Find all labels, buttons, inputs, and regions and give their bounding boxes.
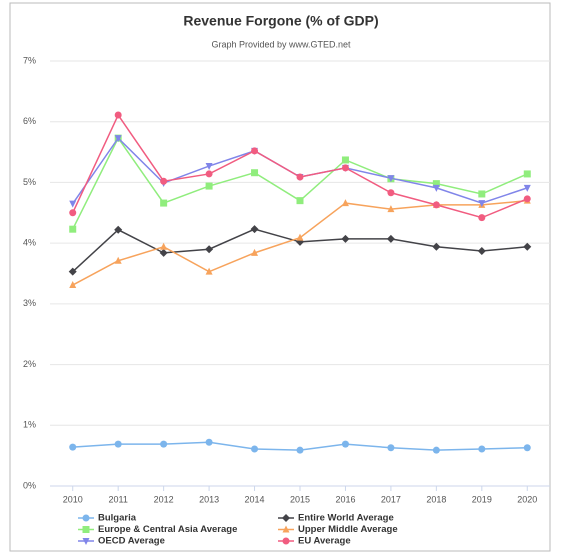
x-tick-label: 2016 <box>335 494 355 504</box>
data-point <box>160 242 168 250</box>
data-point <box>477 247 486 256</box>
data-point <box>69 200 77 208</box>
data-point <box>68 267 77 276</box>
y-tick-label: 1% <box>23 420 36 430</box>
chart-title: Revenue Forgone (% of GDP) <box>183 13 378 29</box>
data-point <box>523 184 531 192</box>
data-point <box>69 281 77 289</box>
legend-label: OECD Average <box>98 536 165 547</box>
data-point <box>341 440 349 448</box>
legend-label: Bulgaria <box>98 513 137 524</box>
data-point <box>387 175 395 183</box>
x-tick-label: 2013 <box>199 494 219 504</box>
data-point <box>478 214 486 222</box>
legend-label: Entire World Average <box>298 513 394 524</box>
legend-marker <box>82 538 90 545</box>
x-tick-label: 2012 <box>154 494 174 504</box>
data-point <box>432 201 440 209</box>
legend-marker <box>282 537 290 545</box>
y-tick-label: 4% <box>23 238 36 248</box>
legend-marker <box>282 514 290 522</box>
x-tick-label: 2017 <box>381 494 401 504</box>
data-point <box>160 440 168 448</box>
data-point <box>478 445 486 453</box>
x-tick-label: 2020 <box>517 494 537 504</box>
data-point <box>341 234 350 243</box>
data-point <box>69 443 77 451</box>
data-point <box>432 242 441 251</box>
data-point <box>114 440 122 448</box>
data-point <box>341 156 349 164</box>
data-point <box>205 182 213 190</box>
legend-marker <box>82 514 90 522</box>
legend-marker <box>282 525 290 533</box>
y-tick-label: 3% <box>23 298 36 308</box>
chart-frame <box>9 2 551 552</box>
y-tick-label: 6% <box>23 116 36 126</box>
data-point <box>251 169 259 177</box>
data-point <box>205 245 214 254</box>
data-point <box>432 180 440 188</box>
data-point <box>296 446 304 454</box>
data-point <box>114 111 122 119</box>
legend-label: EU Average <box>298 536 351 547</box>
legend-marker <box>82 526 90 533</box>
data-point <box>69 225 77 233</box>
data-point <box>387 205 395 213</box>
data-point <box>160 177 168 185</box>
data-point <box>159 248 168 257</box>
x-tick-label: 2018 <box>426 494 446 504</box>
data-point <box>114 256 122 264</box>
x-tick-label: 2011 <box>109 494 128 504</box>
data-point <box>478 200 486 208</box>
data-point <box>478 190 486 198</box>
y-tick-label: 7% <box>23 55 36 65</box>
data-point <box>205 438 213 446</box>
data-point <box>341 164 349 172</box>
data-point <box>114 225 123 234</box>
legend-label: Upper Middle Average <box>298 524 398 535</box>
data-point <box>205 163 213 171</box>
data-point <box>296 233 304 241</box>
data-point <box>387 444 395 452</box>
data-point <box>432 446 440 454</box>
x-tick-label: 2015 <box>290 494 310 504</box>
data-point <box>386 234 395 243</box>
data-point <box>296 197 304 205</box>
data-point <box>205 267 213 275</box>
chart-subtitle: Graph Provided by www.GTED.net <box>211 39 351 49</box>
data-point <box>160 199 168 207</box>
y-tick-label: 5% <box>23 177 36 187</box>
data-point <box>432 184 440 192</box>
data-point <box>251 147 259 155</box>
data-point <box>341 199 349 207</box>
data-point <box>523 170 531 178</box>
data-point <box>114 135 122 143</box>
y-tick-label: 2% <box>23 359 36 369</box>
data-point <box>250 225 259 234</box>
legend-label: Europe & Central Asia Average <box>98 524 237 535</box>
x-tick-label: 2010 <box>63 494 83 504</box>
data-point <box>523 242 532 251</box>
data-point <box>296 173 304 181</box>
data-point <box>251 445 259 453</box>
data-point <box>523 444 531 452</box>
x-tick-label: 2019 <box>472 494 492 504</box>
y-tick-label: 0% <box>23 480 36 490</box>
data-point <box>523 195 531 203</box>
data-point <box>387 189 395 197</box>
data-point <box>205 170 213 178</box>
data-point <box>251 248 259 256</box>
x-tick-label: 2014 <box>245 494 265 504</box>
data-point <box>69 209 77 217</box>
